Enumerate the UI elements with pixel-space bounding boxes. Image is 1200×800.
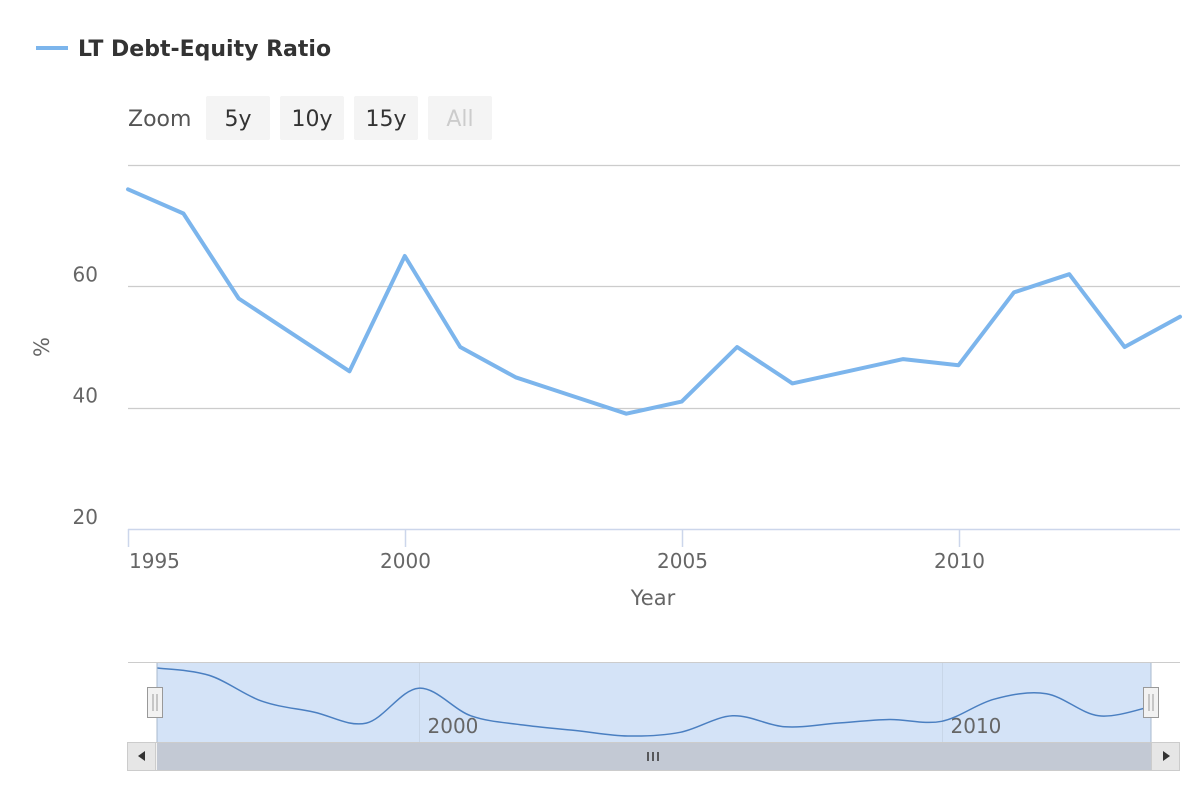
navigator-tick-label: 2010 bbox=[951, 714, 1002, 738]
arrow-left-icon bbox=[138, 751, 145, 761]
navigator-right-handle[interactable] bbox=[1143, 687, 1159, 718]
data-point[interactable] bbox=[844, 367, 852, 375]
data-point[interactable] bbox=[124, 185, 132, 193]
data-point[interactable] bbox=[899, 355, 907, 363]
data-point[interactable] bbox=[345, 367, 353, 375]
zoom-15y-button[interactable]: 15y bbox=[354, 96, 418, 140]
y-tick-label: 20 bbox=[73, 505, 98, 529]
x-tick-label: 2005 bbox=[657, 549, 708, 573]
data-point[interactable] bbox=[733, 343, 741, 351]
data-point[interactable] bbox=[622, 410, 630, 418]
data-point[interactable] bbox=[179, 210, 187, 218]
range-selector: Zoom 5y 10y 15y All bbox=[128, 96, 492, 140]
y-axis-title: % bbox=[30, 337, 54, 357]
data-point[interactable] bbox=[678, 398, 686, 406]
zoom-5y-button[interactable]: 5y bbox=[206, 96, 270, 140]
legend-label[interactable]: LT Debt-Equity Ratio bbox=[78, 37, 331, 62]
series[interactable] bbox=[124, 185, 1184, 417]
x-axis: 1995 2000 2005 2010 bbox=[127, 528, 1180, 573]
navigator-left-handle[interactable] bbox=[147, 687, 163, 718]
scrollbar[interactable] bbox=[127, 742, 1180, 771]
x-tick-label: 1995 bbox=[129, 549, 180, 573]
data-point[interactable] bbox=[456, 343, 464, 351]
zoom-15y-label: 15y bbox=[365, 107, 406, 132]
zoom-10y-label: 10y bbox=[291, 107, 332, 132]
scrollbar-grip-icon bbox=[647, 752, 659, 761]
zoom-all-button[interactable]: All bbox=[428, 96, 492, 140]
legend[interactable]: LT Debt-Equity Ratio bbox=[36, 37, 331, 62]
x-tick-label: 2000 bbox=[380, 549, 431, 573]
data-point[interactable] bbox=[955, 361, 963, 369]
navigator-tick-label: 2000 bbox=[428, 714, 479, 738]
x-tick-label: 2010 bbox=[934, 549, 985, 573]
y-axis: 20 40 60 bbox=[73, 262, 98, 529]
data-point[interactable] bbox=[235, 294, 243, 302]
grid bbox=[128, 164, 1180, 410]
data-point[interactable] bbox=[290, 331, 298, 339]
zoom-all-label: All bbox=[446, 107, 473, 132]
arrow-right-icon bbox=[1163, 751, 1170, 761]
data-point[interactable] bbox=[401, 252, 409, 260]
data-point[interactable] bbox=[1121, 343, 1129, 351]
series-line[interactable] bbox=[126, 187, 1182, 416]
data-point[interactable] bbox=[567, 392, 575, 400]
navigator-series-line bbox=[156, 667, 1152, 737]
y-tick-label: 40 bbox=[73, 384, 98, 408]
y-tick-label: 60 bbox=[73, 262, 98, 286]
navigator-x-axis: 2000 2010 bbox=[419, 663, 1002, 742]
scrollbar-thumb[interactable] bbox=[157, 743, 1151, 770]
zoom-5y-label: 5y bbox=[224, 107, 251, 132]
x-axis-title: Year bbox=[630, 586, 676, 610]
navigator[interactable]: 2000 2010 bbox=[128, 662, 1180, 743]
zoom-label: Zoom bbox=[128, 107, 191, 132]
data-point[interactable] bbox=[512, 373, 520, 381]
zoom-10y-button[interactable]: 10y bbox=[280, 96, 344, 140]
navigator-selected-range[interactable] bbox=[157, 663, 1151, 742]
data-point[interactable] bbox=[1065, 270, 1073, 278]
data-point[interactable] bbox=[1010, 288, 1018, 296]
scrollbar-left-button[interactable] bbox=[127, 742, 156, 771]
scrollbar-right-button[interactable] bbox=[1151, 742, 1180, 771]
data-point[interactable] bbox=[1176, 313, 1184, 321]
data-point[interactable] bbox=[788, 379, 796, 387]
